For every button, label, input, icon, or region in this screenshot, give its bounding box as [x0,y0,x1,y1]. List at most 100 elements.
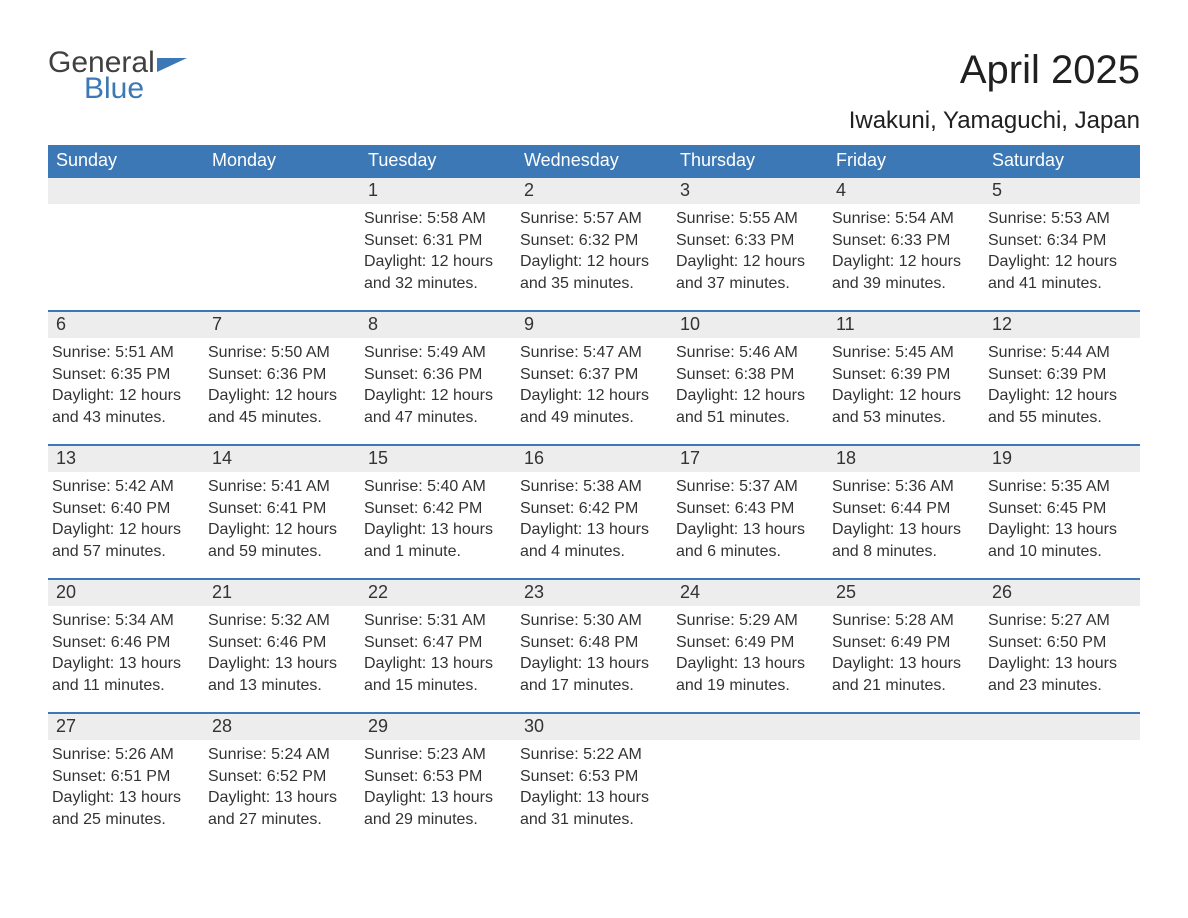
page-title: April 2025 [849,48,1140,93]
day-number [828,714,984,740]
day-cell: Sunrise: 5:55 AMSunset: 6:33 PMDaylight:… [672,204,828,300]
daylight-text: Daylight: 12 hours and 53 minutes. [832,385,976,428]
day-number [984,714,1140,740]
daylight-text: Daylight: 13 hours and 21 minutes. [832,653,976,696]
day-number: 15 [360,446,516,472]
day-cell: Sunrise: 5:24 AMSunset: 6:52 PMDaylight:… [204,740,360,836]
day-number: 4 [828,178,984,204]
sunrise-text: Sunrise: 5:23 AM [364,744,508,766]
day-cell [672,740,828,836]
sunrise-text: Sunrise: 5:37 AM [676,476,820,498]
day-cell: Sunrise: 5:36 AMSunset: 6:44 PMDaylight:… [828,472,984,568]
daynum-row: 27282930 [48,712,1140,740]
day-cell: Sunrise: 5:58 AMSunset: 6:31 PMDaylight:… [360,204,516,300]
day-number: 20 [48,580,204,606]
daylight-text: Daylight: 13 hours and 25 minutes. [52,787,196,830]
daylight-text: Daylight: 13 hours and 27 minutes. [208,787,352,830]
sunrise-text: Sunrise: 5:50 AM [208,342,352,364]
sunset-text: Sunset: 6:41 PM [208,498,352,520]
daylight-text: Daylight: 12 hours and 37 minutes. [676,251,820,294]
daynum-row: 13141516171819 [48,444,1140,472]
sunset-text: Sunset: 6:53 PM [364,766,508,788]
daylight-text: Daylight: 12 hours and 43 minutes. [52,385,196,428]
sunset-text: Sunset: 6:50 PM [988,632,1132,654]
sunset-text: Sunset: 6:40 PM [52,498,196,520]
sunrise-text: Sunrise: 5:35 AM [988,476,1132,498]
sunrise-text: Sunrise: 5:54 AM [832,208,976,230]
daylight-text: Daylight: 13 hours and 23 minutes. [988,653,1132,696]
sunset-text: Sunset: 6:53 PM [520,766,664,788]
logo-triangle-icon [157,58,187,72]
day-number: 9 [516,312,672,338]
daylight-text: Daylight: 12 hours and 41 minutes. [988,251,1132,294]
daynum-row: 6789101112 [48,310,1140,338]
day-number [48,178,204,204]
sunrise-text: Sunrise: 5:42 AM [52,476,196,498]
sunrise-text: Sunrise: 5:44 AM [988,342,1132,364]
day-cell: Sunrise: 5:40 AMSunset: 6:42 PMDaylight:… [360,472,516,568]
day-number: 28 [204,714,360,740]
daylight-text: Daylight: 12 hours and 51 minutes. [676,385,820,428]
day-cell: Sunrise: 5:57 AMSunset: 6:32 PMDaylight:… [516,204,672,300]
sunrise-text: Sunrise: 5:31 AM [364,610,508,632]
sunset-text: Sunset: 6:46 PM [52,632,196,654]
title-block: April 2025 Iwakuni, Yamaguchi, Japan [849,48,1140,135]
sunset-text: Sunset: 6:42 PM [364,498,508,520]
day-cell: Sunrise: 5:45 AMSunset: 6:39 PMDaylight:… [828,338,984,434]
daydata-row: Sunrise: 5:42 AMSunset: 6:40 PMDaylight:… [48,472,1140,568]
sunrise-text: Sunrise: 5:46 AM [676,342,820,364]
week-row: 6789101112 Sunrise: 5:51 AMSunset: 6:35 P… [48,310,1140,434]
sunset-text: Sunset: 6:32 PM [520,230,664,252]
daylight-text: Daylight: 13 hours and 13 minutes. [208,653,352,696]
day-number: 10 [672,312,828,338]
sunset-text: Sunset: 6:48 PM [520,632,664,654]
day-cell: Sunrise: 5:35 AMSunset: 6:45 PMDaylight:… [984,472,1140,568]
day-number: 1 [360,178,516,204]
sunrise-text: Sunrise: 5:47 AM [520,342,664,364]
sunrise-text: Sunrise: 5:27 AM [988,610,1132,632]
location-label: Iwakuni, Yamaguchi, Japan [849,107,1140,135]
day-cell: Sunrise: 5:26 AMSunset: 6:51 PMDaylight:… [48,740,204,836]
day-cell: Sunrise: 5:31 AMSunset: 6:47 PMDaylight:… [360,606,516,702]
day-number [672,714,828,740]
week-row: 12345Sunrise: 5:58 AMSunset: 6:31 PMDayl… [48,176,1140,300]
daylight-text: Daylight: 13 hours and 4 minutes. [520,519,664,562]
sunset-text: Sunset: 6:45 PM [988,498,1132,520]
sunrise-text: Sunrise: 5:41 AM [208,476,352,498]
sunset-text: Sunset: 6:35 PM [52,364,196,386]
week-row: 20212223242526Sunrise: 5:34 AMSunset: 6:… [48,578,1140,702]
day-cell: Sunrise: 5:37 AMSunset: 6:43 PMDaylight:… [672,472,828,568]
sunrise-text: Sunrise: 5:38 AM [520,476,664,498]
daylight-text: Daylight: 12 hours and 57 minutes. [52,519,196,562]
daylight-text: Daylight: 12 hours and 59 minutes. [208,519,352,562]
sunrise-text: Sunrise: 5:29 AM [676,610,820,632]
dow-cell: Sunday [48,145,204,176]
sunrise-text: Sunrise: 5:51 AM [52,342,196,364]
day-number: 25 [828,580,984,606]
sunrise-text: Sunrise: 5:30 AM [520,610,664,632]
sunset-text: Sunset: 6:36 PM [364,364,508,386]
daynum-row: 12345 [48,176,1140,204]
day-cell: Sunrise: 5:54 AMSunset: 6:33 PMDaylight:… [828,204,984,300]
sunrise-text: Sunrise: 5:49 AM [364,342,508,364]
logo: General Blue [48,48,187,104]
sunrise-text: Sunrise: 5:36 AM [832,476,976,498]
day-cell: Sunrise: 5:28 AMSunset: 6:49 PMDaylight:… [828,606,984,702]
dow-cell: Monday [204,145,360,176]
daylight-text: Daylight: 13 hours and 29 minutes. [364,787,508,830]
sunset-text: Sunset: 6:46 PM [208,632,352,654]
sunrise-text: Sunrise: 5:24 AM [208,744,352,766]
dow-cell: Saturday [984,145,1140,176]
daylight-text: Daylight: 12 hours and 47 minutes. [364,385,508,428]
sunset-text: Sunset: 6:47 PM [364,632,508,654]
sunset-text: Sunset: 6:33 PM [832,230,976,252]
sunset-text: Sunset: 6:34 PM [988,230,1132,252]
logo-word2: Blue [84,74,187,104]
day-number: 11 [828,312,984,338]
day-number: 22 [360,580,516,606]
daylight-text: Daylight: 13 hours and 19 minutes. [676,653,820,696]
daylight-text: Daylight: 12 hours and 32 minutes. [364,251,508,294]
day-cell: Sunrise: 5:49 AMSunset: 6:36 PMDaylight:… [360,338,516,434]
daylight-text: Daylight: 13 hours and 11 minutes. [52,653,196,696]
daylight-text: Daylight: 12 hours and 35 minutes. [520,251,664,294]
